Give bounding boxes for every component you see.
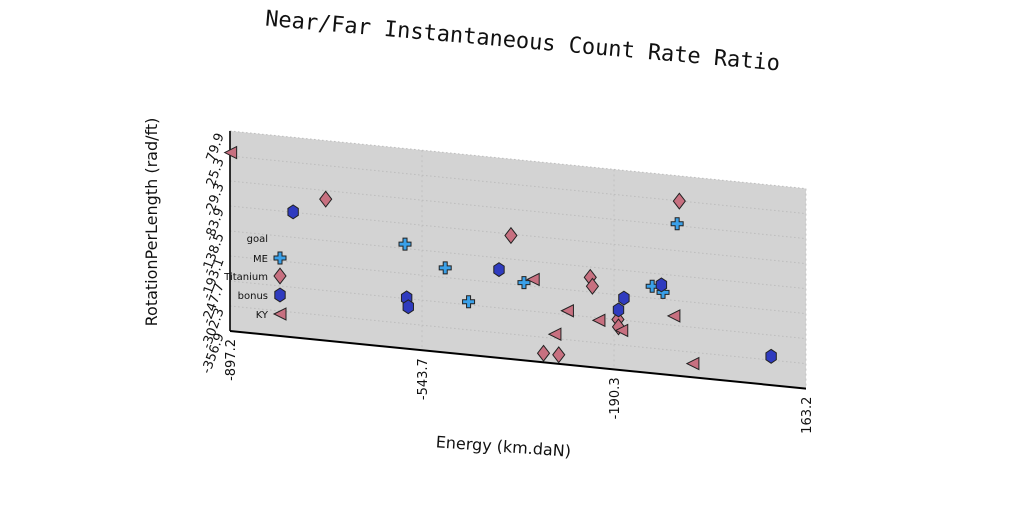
grid-line-horizontal [230,280,807,340]
legend-label-titanium: Titanium [223,272,268,283]
legend-marker-bonus [274,287,286,303]
data-point-bonus [612,302,625,318]
grid-line-horizontal [230,180,807,240]
data-point-me [656,285,670,299]
legend-markers [272,251,287,321]
data-point-ky [685,356,700,371]
data-point-titanium [536,344,551,362]
data-point-titanium [672,192,686,210]
x-tick-label: 163.2 [800,397,815,434]
legend-label-me: ME [253,254,268,265]
data-point-titanium [611,318,626,336]
data-point-bonus [402,299,414,315]
x-axis-line [230,330,807,390]
x-tick-label: -190.3 [608,377,623,419]
grid-line-horizontal [230,130,807,190]
data-point-ky [614,323,629,338]
data-point-bonus [655,277,668,293]
data-point-titanium [552,346,566,364]
grid-line-horizontal [230,155,807,215]
plot-area [229,130,807,390]
chart-title: Near/Far Instantaneous Count Rate Ratio [264,7,781,77]
y-tick-label: 79.9 [204,131,228,163]
data-point-bonus [287,204,299,220]
data-point-bonus [493,262,505,278]
legend-label-goal: goal [247,234,268,245]
data-point-me [645,279,659,293]
grid-line-horizontal [230,230,807,290]
x-tick-label: -897.2 [224,339,239,381]
scatter-points [223,145,777,371]
data-point-ky [560,303,574,318]
data-point-bonus [765,348,777,364]
data-point-ky [666,309,681,323]
data-point-titanium [319,190,333,208]
legend-label-bonus: bonus [238,291,268,302]
data-point-me [670,217,684,231]
legend-marker-titanium [273,267,287,285]
x-tick-label: -543.7 [416,358,431,400]
data-point-me [398,237,412,251]
data-point-me [517,276,531,290]
data-point-bonus [618,290,630,306]
legend: goal ME Titanium bonus KY [223,234,287,321]
data-point-ky [547,327,562,342]
data-point-ky [526,272,540,287]
data-point-me [462,295,476,309]
data-point-me [438,261,452,275]
data-point-ky [223,145,238,160]
legend-marker-ky [272,307,287,321]
legend-marker-me [273,251,287,265]
data-point-ky [591,313,606,328]
x-axis-label: Energy (km.daN) [435,432,571,460]
legend-label-ky: KY [256,310,269,321]
data-point-titanium [504,226,518,245]
data-point-titanium [585,277,600,295]
x-tick-labels: -897.2 -543.7 -190.3 163.2 [224,339,815,434]
grid-line-horizontal [230,205,807,265]
y-axis-label: RotationPerLength (rad/ft) [142,118,161,327]
grid-line-horizontal [230,305,807,365]
